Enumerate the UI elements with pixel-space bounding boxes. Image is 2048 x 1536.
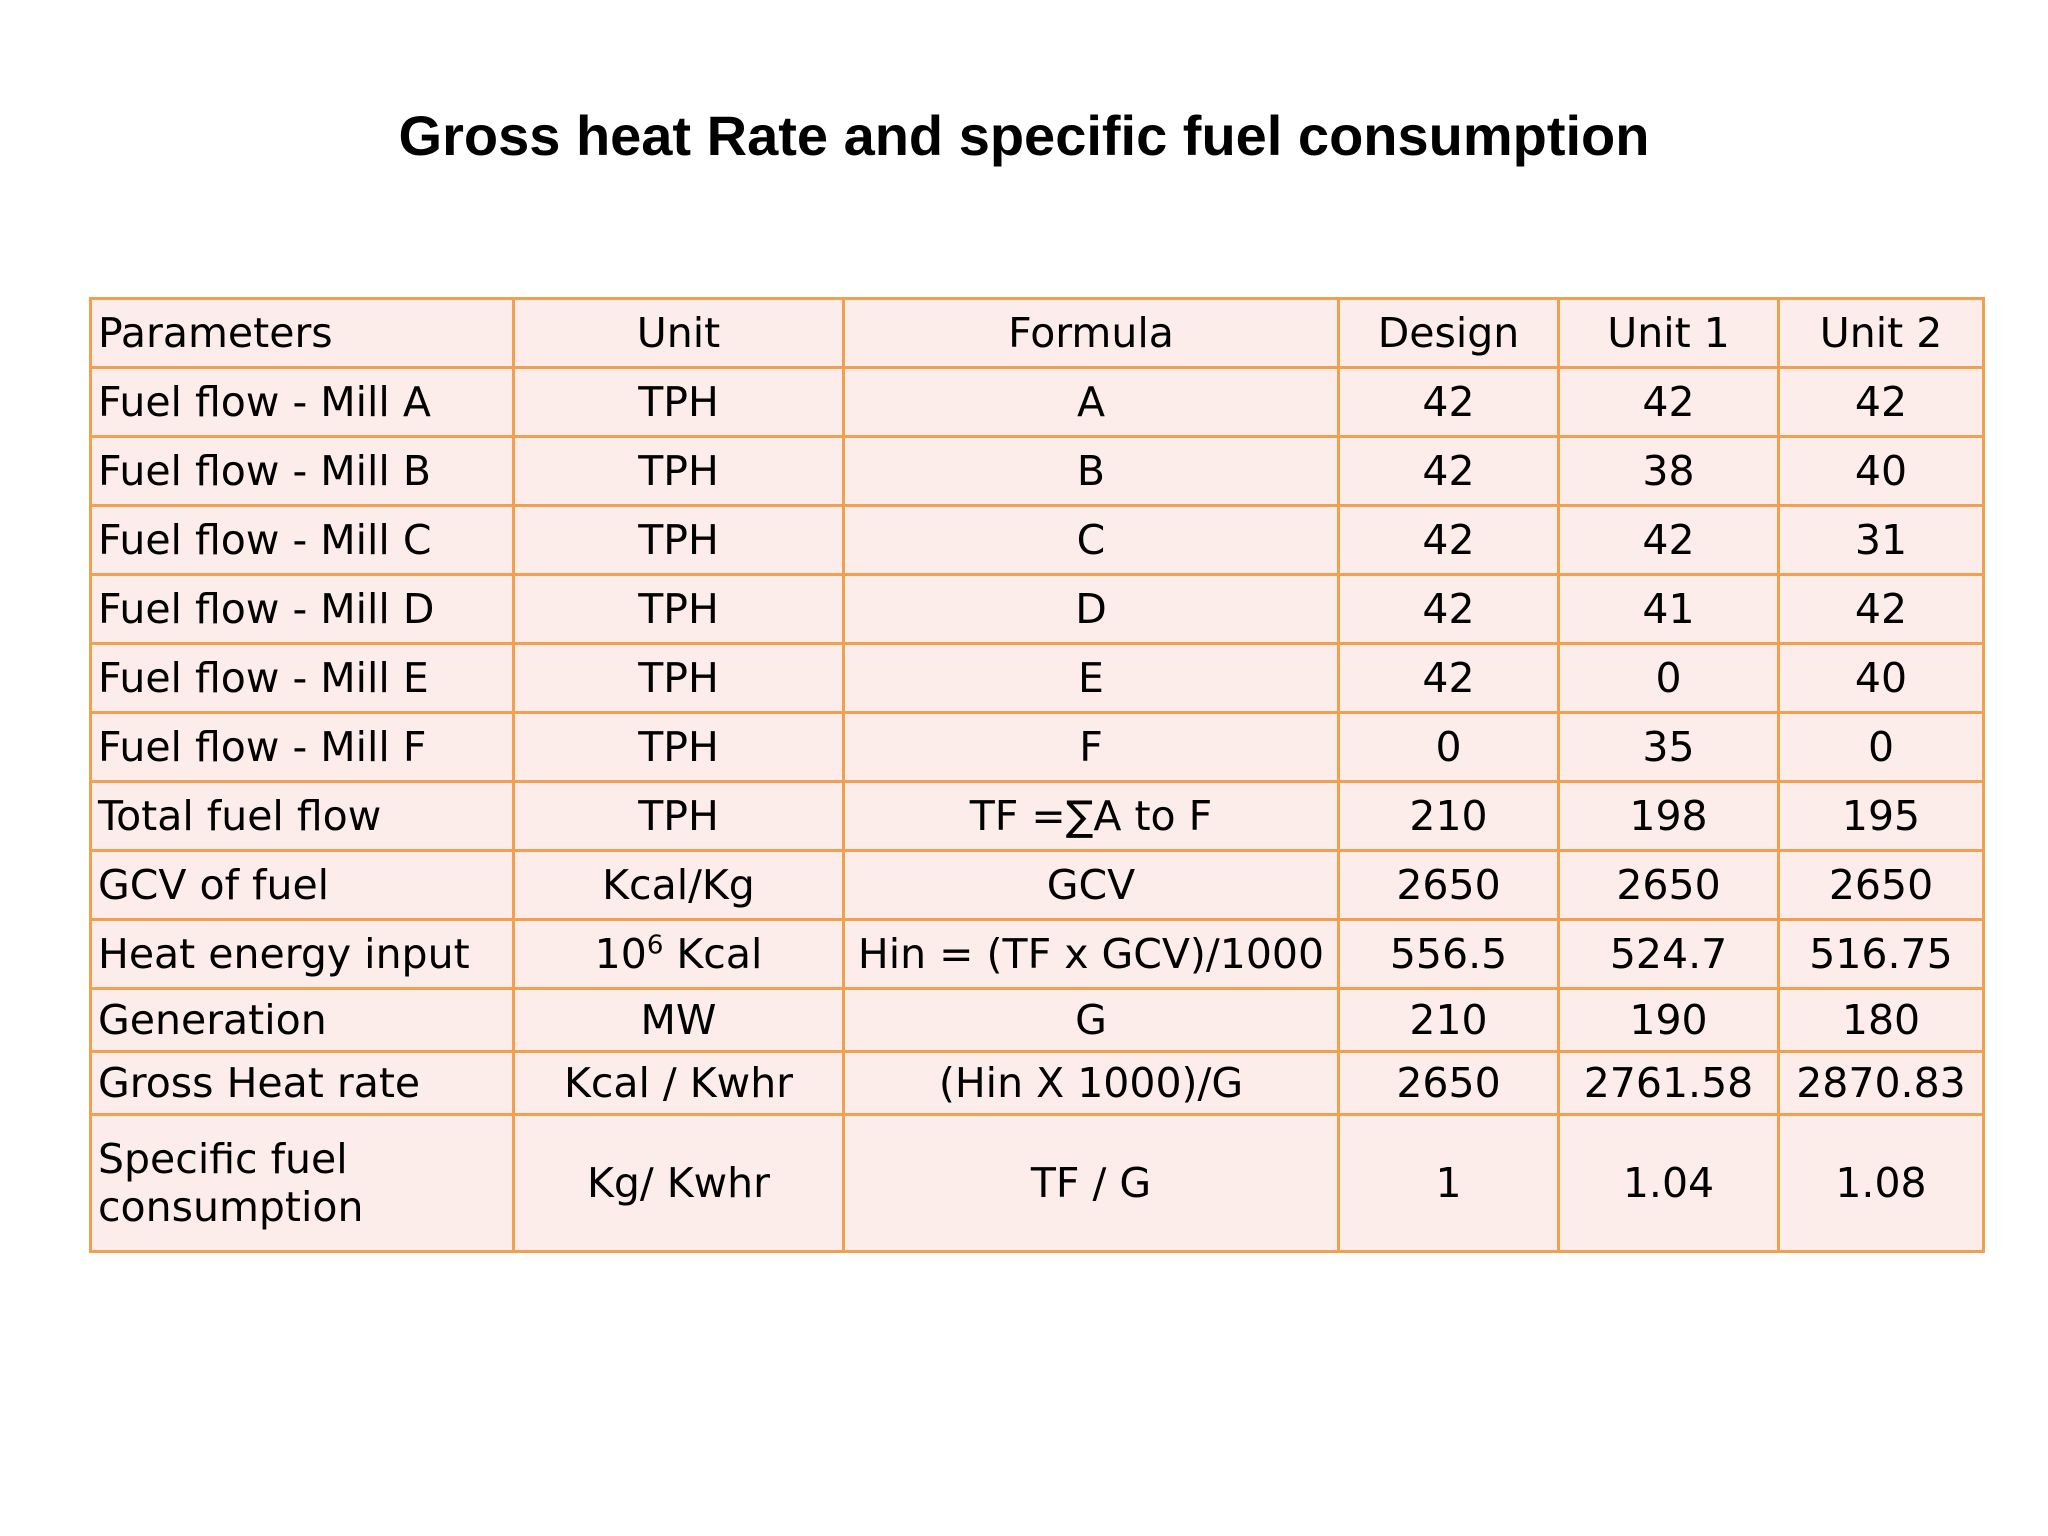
cell-unit: TPH (512, 711, 845, 783)
cell-design: 42 (1337, 573, 1560, 645)
cell-unit: TPH (512, 573, 845, 645)
cell-design: 42 (1337, 642, 1560, 714)
cell-unit: TPH (512, 504, 845, 576)
cell-parameter: Fuel flow - Mill A (89, 366, 515, 438)
cell-unit-1: 2761.58 (1557, 1050, 1780, 1116)
cell-formula: C (842, 504, 1340, 576)
cell-design: 210 (1337, 987, 1560, 1053)
table-row: GCV of fuel Kcal/Kg GCV 2650 2650 2650 (89, 849, 1985, 921)
cell-unit-1: 2650 (1557, 849, 1780, 921)
cell-unit-1: 1.04 (1557, 1113, 1780, 1253)
cell-unit-1: 42 (1557, 504, 1780, 576)
cell-unit-2: 0 (1777, 711, 1985, 783)
cell-unit: TPH (512, 366, 845, 438)
cell-unit-1: 41 (1557, 573, 1780, 645)
cell-parameter: GCV of fuel (89, 849, 515, 921)
table-header-row: Parameters Unit Formula Design Unit 1 Un… (89, 297, 1985, 369)
cell-parameter: Fuel flow - Mill E (89, 642, 515, 714)
cell-unit-1: 190 (1557, 987, 1780, 1053)
table-row: Fuel flow - Mill C TPH C 42 42 31 (89, 504, 1985, 576)
table-row: Total fuel flow TPH TF =∑A to F 210 198 … (89, 780, 1985, 852)
cell-unit-1: 198 (1557, 780, 1780, 852)
cell-unit-1: 42 (1557, 366, 1780, 438)
header-unit-2: Unit 2 (1777, 297, 1985, 369)
cell-parameter: Fuel flow - Mill C (89, 504, 515, 576)
heat-rate-table: Parameters Unit Formula Design Unit 1 Un… (89, 297, 1985, 1253)
header-unit-1: Unit 1 (1557, 297, 1780, 369)
cell-parameter: Heat energy input (89, 918, 515, 990)
cell-design: 42 (1337, 366, 1560, 438)
cell-design: 42 (1337, 504, 1560, 576)
page-title: Gross heat Rate and specific fuel consum… (398, 104, 1650, 167)
heat-unit-label: Kcal (676, 930, 763, 978)
cell-unit-2: 180 (1777, 987, 1985, 1053)
cell-formula: GCV (842, 849, 1340, 921)
cell-unit: Kcal/Kg (512, 849, 845, 921)
header-parameters: Parameters (89, 297, 515, 369)
cell-formula: G (842, 987, 1340, 1053)
cell-unit-1: 35 (1557, 711, 1780, 783)
cell-design: 42 (1337, 435, 1560, 507)
cell-parameter: Specific fuel consumption (89, 1113, 515, 1253)
cell-parameter: Total fuel flow (89, 780, 515, 852)
table-row: Gross Heat rate Kcal / Kwhr (Hin X 1000)… (89, 1050, 1985, 1116)
cell-design: 0 (1337, 711, 1560, 783)
cell-design: 1 (1337, 1113, 1560, 1253)
table-row: Heat energy input 106 Kcal Hin = (TF x G… (89, 918, 1985, 990)
cell-parameter: Generation (89, 987, 515, 1053)
cell-design: 2650 (1337, 1050, 1560, 1116)
cell-unit: 106 Kcal (512, 918, 845, 990)
cell-formula: D (842, 573, 1340, 645)
cell-unit-1: 524.7 (1557, 918, 1780, 990)
table-row: Fuel flow - Mill F TPH F 0 35 0 (89, 711, 1985, 783)
cell-formula: TF / G (842, 1113, 1340, 1253)
cell-parameter: Fuel flow - Mill D (89, 573, 515, 645)
table-row: Specific fuel consumption Kg/ Kwhr TF / … (89, 1113, 1985, 1253)
cell-parameter: Fuel flow - Mill F (89, 711, 515, 783)
cell-unit-1: 0 (1557, 642, 1780, 714)
cell-unit: TPH (512, 435, 845, 507)
cell-unit-2: 195 (1777, 780, 1985, 852)
cell-unit-1: 38 (1557, 435, 1780, 507)
header-design: Design (1337, 297, 1560, 369)
cell-formula: (Hin X 1000)/G (842, 1050, 1340, 1116)
cell-unit: Kcal / Kwhr (512, 1050, 845, 1116)
cell-unit: TPH (512, 780, 845, 852)
header-formula: Formula (842, 297, 1340, 369)
cell-formula: Hin = (TF x GCV)/1000 (842, 918, 1340, 990)
cell-unit-2: 1.08 (1777, 1113, 1985, 1253)
table-row: Fuel flow - Mill D TPH D 42 41 42 (89, 573, 1985, 645)
cell-unit-2: 31 (1777, 504, 1985, 576)
cell-design: 556.5 (1337, 918, 1560, 990)
heat-unit-base: 10 (594, 930, 647, 978)
cell-parameter: Gross Heat rate (89, 1050, 515, 1116)
cell-unit-2: 516.75 (1777, 918, 1985, 990)
cell-unit: TPH (512, 642, 845, 714)
table-row: Generation MW G 210 190 180 (89, 987, 1985, 1053)
cell-unit-2: 42 (1777, 366, 1985, 438)
cell-unit: Kg/ Kwhr (512, 1113, 845, 1253)
cell-formula: B (842, 435, 1340, 507)
cell-unit: MW (512, 987, 845, 1053)
cell-unit-2: 2870.83 (1777, 1050, 1985, 1116)
header-unit: Unit (512, 297, 845, 369)
cell-unit-2: 42 (1777, 573, 1985, 645)
cell-parameter: Fuel flow - Mill B (89, 435, 515, 507)
cell-design: 2650 (1337, 849, 1560, 921)
cell-formula: A (842, 366, 1340, 438)
cell-formula: TF =∑A to F (842, 780, 1340, 852)
table-row: Fuel flow - Mill B TPH B 42 38 40 (89, 435, 1985, 507)
cell-design: 210 (1337, 780, 1560, 852)
cell-formula: F (842, 711, 1340, 783)
table-row: Fuel flow - Mill A TPH A 42 42 42 (89, 366, 1985, 438)
cell-unit-2: 40 (1777, 642, 1985, 714)
table-row: Fuel flow - Mill E TPH E 42 0 40 (89, 642, 1985, 714)
heat-unit-exponent: 6 (646, 930, 664, 961)
cell-unit-2: 2650 (1777, 849, 1985, 921)
cell-unit-2: 40 (1777, 435, 1985, 507)
cell-formula: E (842, 642, 1340, 714)
